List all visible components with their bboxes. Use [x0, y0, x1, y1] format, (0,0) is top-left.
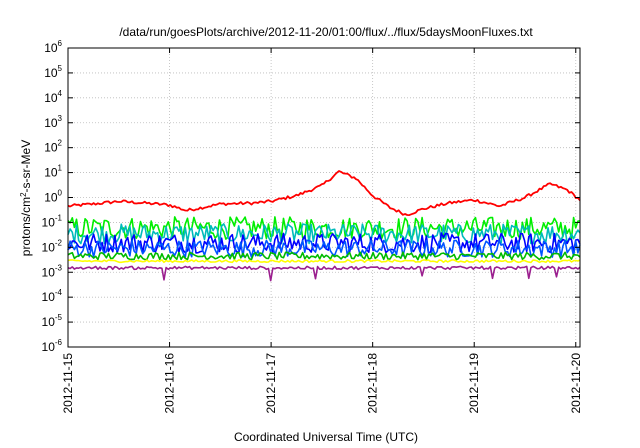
y-tick-label: 10-5	[42, 313, 63, 329]
y-tick-label: 106	[44, 39, 62, 55]
y-tick-label: 104	[44, 89, 62, 105]
series-line-7	[67, 259, 581, 264]
series-layer	[67, 170, 581, 282]
y-tick-base: 10	[44, 41, 58, 55]
y-tick-base: 10	[42, 315, 56, 329]
x-tick-label: 2012-11-17	[264, 353, 278, 414]
x-tick-label: 2012-11-19	[467, 353, 481, 414]
y-tick-exponent: -3	[55, 263, 63, 272]
x-axis-label: Coordinated Universal Time (UTC)	[234, 430, 418, 444]
y-tick-label: 102	[44, 139, 62, 155]
y-tick-exponent: 0	[58, 189, 63, 198]
y-tick-label: 10-6	[42, 338, 63, 354]
series-line-6	[67, 251, 581, 261]
x-tick-label: 2012-11-16	[163, 353, 177, 414]
y-label-suffix: -s-sr-MeV	[19, 140, 33, 193]
series-line-3	[67, 223, 581, 245]
ticks: 10-610-510-410-310-210-11001011021031041…	[42, 39, 583, 414]
y-tick-base: 10	[42, 215, 56, 229]
y-tick-label: 103	[44, 114, 62, 130]
y-tick-exponent: 2	[58, 139, 63, 148]
y-tick-label: 10-1	[42, 213, 63, 229]
y-tick-exponent: 3	[58, 114, 63, 123]
y-label-superscript: 2	[19, 192, 28, 197]
y-tick-exponent: -1	[55, 213, 63, 222]
series-line-8	[67, 265, 581, 282]
y-tick-exponent: 5	[58, 64, 63, 73]
y-axis-label: protons/cm2-s-sr-MeV	[19, 140, 34, 256]
y-tick-exponent: -4	[55, 288, 63, 297]
series-line-1	[67, 170, 581, 216]
y-tick-exponent: 6	[58, 39, 63, 48]
y-tick-base: 10	[42, 240, 56, 254]
x-tick-label: 2012-11-20	[569, 353, 583, 414]
y-tick-exponent: -6	[55, 338, 63, 347]
y-tick-label: 10-4	[42, 288, 63, 304]
y-tick-base: 10	[44, 191, 58, 205]
y-label-prefix: protons/cm	[19, 197, 33, 256]
y-tick-base: 10	[44, 141, 58, 155]
y-tick-base: 10	[44, 116, 58, 130]
y-tick-base: 10	[44, 166, 58, 180]
y-tick-base: 10	[42, 290, 56, 304]
y-tick-exponent: -5	[55, 313, 63, 322]
y-tick-base: 10	[44, 91, 58, 105]
y-tick-exponent: 1	[58, 164, 63, 173]
series-line-5	[67, 239, 581, 258]
y-tick-label: 101	[44, 164, 62, 180]
grid	[67, 48, 580, 347]
y-tick-label: 100	[44, 189, 62, 205]
y-tick-label: 105	[44, 64, 62, 80]
y-tick-label: 10-3	[42, 263, 63, 279]
y-tick-base: 10	[44, 66, 58, 80]
x-tick-label: 2012-11-15	[61, 353, 75, 414]
y-tick-label: 10-2	[42, 238, 63, 254]
series-line-2	[67, 216, 581, 240]
y-tick-base: 10	[42, 340, 56, 354]
y-tick-base: 10	[42, 265, 56, 279]
chart-title: /data/run/goesPlots/archive/2012-11-20/0…	[119, 25, 533, 39]
y-tick-exponent: -2	[55, 238, 63, 247]
x-tick-label: 2012-11-18	[366, 353, 380, 414]
y-tick-exponent: 4	[58, 89, 63, 98]
